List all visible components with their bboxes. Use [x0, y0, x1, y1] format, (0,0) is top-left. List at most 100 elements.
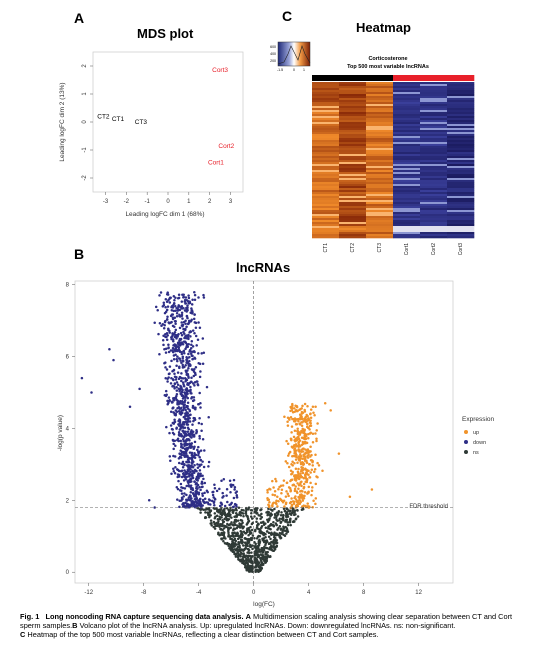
heatmap-cell: [366, 136, 394, 139]
heatmap-cell: [393, 104, 421, 107]
heatmap-cell: [312, 210, 340, 213]
heatmap-cell: [366, 108, 394, 111]
heatmap-cell: [393, 102, 421, 105]
heatmap-cell: [447, 210, 475, 213]
volcano-point-ns: [240, 508, 244, 512]
volcano-point-ns: [210, 524, 213, 527]
volcano-point-ns: [296, 509, 299, 512]
volcano-point-up: [300, 484, 303, 488]
volcano-point-down: [187, 484, 190, 487]
volcano-point-ns: [243, 536, 247, 540]
mds-point-label: CT2: [97, 113, 110, 120]
heatmap-cell: [366, 116, 394, 119]
volcano-point-down: [196, 448, 199, 452]
volcano-point-up: [274, 477, 277, 481]
heatmap-cell: [447, 196, 475, 199]
volcano-point-ns: [213, 522, 216, 526]
heatmap-cell: [393, 146, 421, 149]
volcano-point-up: [296, 482, 299, 485]
volcano-point-down: [185, 336, 188, 340]
volcano-point-up: [304, 415, 307, 419]
volcano-point-down: [185, 378, 189, 382]
heatmap-cell: [447, 134, 475, 137]
volcano-point-down: [172, 398, 176, 402]
volcano-point-down: [195, 431, 198, 435]
heatmap-cell: [366, 100, 394, 103]
volcano-point-down: [183, 444, 186, 448]
volcano-point-ns: [250, 517, 254, 520]
volcano-point-down: [185, 361, 188, 364]
volcano-x-label: log(FC): [253, 601, 275, 608]
volcano-point-up: [299, 461, 303, 465]
volcano-point-down: [180, 379, 183, 383]
volcano-point-up: [306, 456, 310, 459]
volcano-point-down: [190, 397, 193, 400]
heatmap-cell: [366, 120, 394, 123]
volcano-point-down: [193, 384, 196, 387]
heatmap-cell: [420, 104, 448, 107]
heatmap-cell: [339, 190, 367, 193]
heatmap-cell: [366, 124, 394, 127]
volcano-point-ns: [265, 511, 268, 514]
volcano-point-down: [162, 334, 165, 337]
volcano-point-ns: [229, 537, 232, 541]
volcano-point-up: [317, 464, 321, 467]
volcano-point-down: [195, 497, 199, 500]
volcano-point-ns: [265, 530, 269, 533]
volcano-point-up: [275, 502, 278, 506]
volcano-point-up: [271, 504, 274, 507]
volcano-point-up: [294, 452, 298, 455]
volcano-point-down: [197, 454, 200, 457]
volcano-point-ns: [242, 544, 245, 547]
volcano-point-up: [303, 494, 306, 498]
heatmap-cell: [312, 214, 340, 217]
heatmap-cell: [420, 86, 448, 89]
volcano-point-down: [162, 326, 166, 330]
volcano-point-ns: [288, 519, 292, 522]
volcano-point-up: [268, 501, 271, 504]
heatmap-cell: [312, 130, 340, 133]
heatmap-subtitle-1: Corticosterone: [368, 56, 407, 62]
heatmap-cell: [339, 236, 367, 239]
volcano-point-down: [198, 500, 202, 503]
heatmap-cell: [447, 176, 475, 179]
volcano-point-ns: [257, 514, 260, 517]
heatmap-cell: [420, 130, 448, 133]
heatmap-cell: [447, 102, 475, 105]
volcano-point-down: [212, 496, 215, 499]
volcano-point-down: [185, 325, 188, 328]
volcano-point-up: [309, 408, 313, 411]
volcano-point-ns: [246, 518, 250, 521]
volcano-point-down: [201, 474, 204, 477]
volcano-point-down: [187, 376, 190, 379]
volcano-point-down: [190, 442, 194, 445]
volcano-point-down: [183, 298, 187, 302]
heatmap-cell: [312, 224, 340, 227]
volcano-point-ns: [277, 510, 281, 513]
heatmap-cell: [393, 96, 421, 99]
heatmap-cell: [447, 150, 475, 153]
volcano-point-ns: [221, 512, 225, 516]
mds-y-tick-label: 1: [82, 92, 88, 96]
heatmap-cell: [447, 132, 475, 135]
heatmap-cell: [366, 98, 394, 101]
volcano-point-up: [307, 485, 311, 489]
volcano-point-ns: [293, 509, 297, 512]
volcano-point-up: [308, 428, 311, 431]
heatmap-cell: [366, 160, 394, 163]
caption-c-text: Heatmap of the top 500 most variable lnc…: [27, 630, 379, 640]
volcano-point-down: [190, 461, 193, 465]
volcano-point-up: [294, 404, 297, 408]
volcano-point-down: [80, 376, 84, 380]
volcano-x-tick-label: 8: [362, 590, 366, 596]
volcano-point-ns: [269, 515, 272, 518]
volcano-point-down: [182, 330, 185, 334]
volcano-point-down: [187, 319, 191, 323]
heatmap-cell: [420, 158, 448, 161]
volcano-point-down: [229, 490, 232, 494]
volcano-point-up: [300, 489, 303, 493]
volcano-point-down: [191, 350, 194, 354]
volcano-point-ns: [253, 507, 257, 511]
volcano-point-down: [162, 343, 165, 347]
